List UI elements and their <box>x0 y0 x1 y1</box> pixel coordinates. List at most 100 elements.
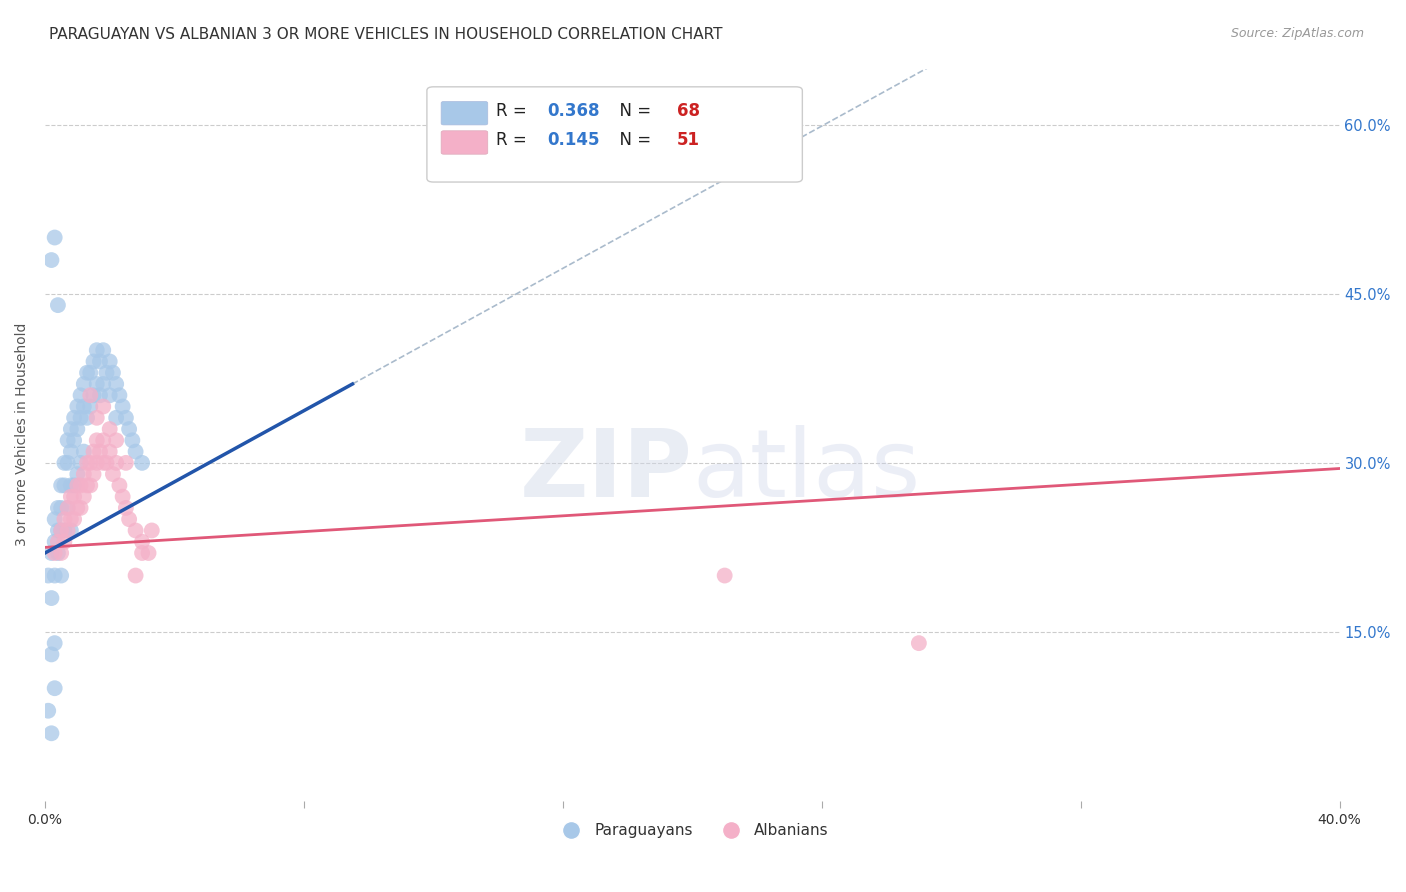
Text: 0.368: 0.368 <box>547 102 600 120</box>
Point <box>108 478 131 492</box>
Point <box>91 434 114 448</box>
Point <box>46 500 69 515</box>
Text: R =: R = <box>495 102 531 120</box>
Point <box>83 388 105 402</box>
Point <box>101 467 124 482</box>
Text: R =: R = <box>495 131 531 149</box>
FancyBboxPatch shape <box>441 131 488 154</box>
Point <box>59 490 82 504</box>
Point <box>79 388 101 402</box>
Text: atlas: atlas <box>692 425 921 517</box>
Point <box>98 422 121 436</box>
Point <box>44 230 66 244</box>
Point <box>131 534 153 549</box>
Point <box>105 410 128 425</box>
Point <box>69 388 91 402</box>
Legend: Paraguayans, Albanians: Paraguayans, Albanians <box>550 817 835 845</box>
Point <box>79 366 101 380</box>
Point <box>111 490 134 504</box>
Point <box>66 400 89 414</box>
Point <box>73 400 96 414</box>
Point <box>76 410 98 425</box>
Point <box>56 500 79 515</box>
Text: 68: 68 <box>676 102 700 120</box>
Point <box>124 524 146 538</box>
Point <box>131 456 153 470</box>
Point <box>41 546 63 560</box>
Point <box>59 422 82 436</box>
Point <box>53 524 76 538</box>
Point <box>908 636 931 650</box>
Point <box>141 524 163 538</box>
Point <box>115 500 138 515</box>
Point <box>59 524 82 538</box>
Point <box>56 434 79 448</box>
Point <box>86 410 108 425</box>
Point <box>76 366 98 380</box>
Point <box>49 546 72 560</box>
Point <box>37 568 59 582</box>
Point <box>63 434 86 448</box>
Point <box>37 704 59 718</box>
Point <box>105 456 128 470</box>
Point <box>91 343 114 358</box>
Point <box>98 444 121 458</box>
Point <box>56 524 79 538</box>
Point <box>124 568 146 582</box>
Point <box>69 456 91 470</box>
Point <box>59 512 82 526</box>
Point <box>44 546 66 560</box>
Point <box>118 512 141 526</box>
Point <box>69 410 91 425</box>
Point <box>79 456 101 470</box>
Point <box>49 568 72 582</box>
Text: 51: 51 <box>676 131 700 149</box>
Point <box>56 456 79 470</box>
Text: Source: ZipAtlas.com: Source: ZipAtlas.com <box>1230 27 1364 40</box>
Point <box>73 376 96 391</box>
Point <box>41 591 63 605</box>
Point <box>53 512 76 526</box>
Point <box>118 422 141 436</box>
Point <box>76 456 98 470</box>
Point <box>49 524 72 538</box>
Point <box>121 434 143 448</box>
Point <box>66 478 89 492</box>
Point <box>138 546 160 560</box>
Point <box>101 366 124 380</box>
Point <box>46 298 69 312</box>
Point <box>131 546 153 560</box>
Point <box>63 490 86 504</box>
Point <box>41 253 63 268</box>
Point <box>63 478 86 492</box>
Point <box>79 478 101 492</box>
Point <box>96 456 118 470</box>
Point <box>89 444 111 458</box>
Point <box>96 366 118 380</box>
Point <box>66 500 89 515</box>
Point <box>86 434 108 448</box>
Point <box>73 467 96 482</box>
Point <box>44 534 66 549</box>
Point <box>105 434 128 448</box>
Point <box>59 478 82 492</box>
Point <box>53 534 76 549</box>
Point <box>86 343 108 358</box>
Text: N =: N = <box>609 131 657 149</box>
Y-axis label: 3 or more Vehicles in Household: 3 or more Vehicles in Household <box>15 323 30 547</box>
Point <box>89 354 111 368</box>
Point <box>91 456 114 470</box>
Point <box>44 636 66 650</box>
Point <box>69 478 91 492</box>
Point <box>86 376 108 391</box>
Point <box>66 422 89 436</box>
Point <box>44 681 66 696</box>
Point <box>124 444 146 458</box>
Point <box>89 388 111 402</box>
Text: ZIP: ZIP <box>519 425 692 517</box>
Text: 0.145: 0.145 <box>547 131 600 149</box>
Point <box>63 410 86 425</box>
Point <box>41 648 63 662</box>
Point <box>83 467 105 482</box>
FancyBboxPatch shape <box>441 102 488 125</box>
